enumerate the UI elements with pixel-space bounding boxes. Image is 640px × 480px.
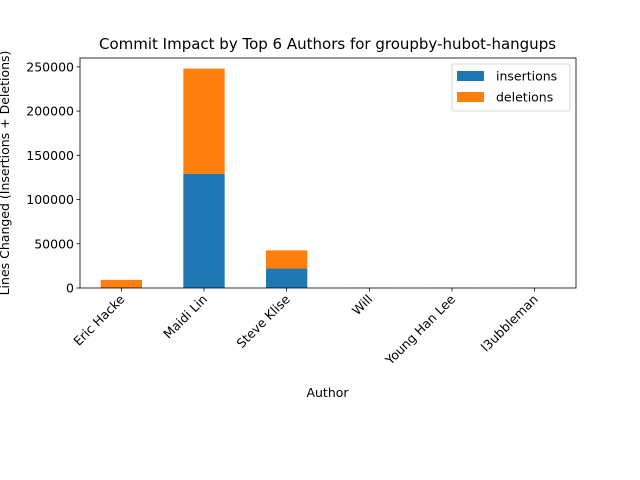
- legend-swatch-insertions: [457, 71, 484, 81]
- bar-insertions-1: [183, 173, 225, 288]
- bar-insertions-2: [266, 268, 308, 288]
- legend-swatch-deletions: [457, 92, 484, 102]
- bar-deletions-1: [183, 68, 225, 174]
- y-tick-label-3: 150000: [26, 148, 74, 163]
- y-tick-label-0: 0: [66, 281, 74, 296]
- y-tick-label-4: 200000: [26, 104, 74, 119]
- x-tick-label-0: Eric Hacke: [70, 291, 127, 348]
- y-tick-label-5: 250000: [26, 59, 74, 74]
- bar-deletions-0: [100, 279, 142, 288]
- x-tick-label-3: Will: [349, 292, 376, 319]
- legend-label-deletions: deletions: [496, 90, 553, 105]
- y-tick-label-2: 100000: [26, 192, 74, 207]
- plot-frame: [79, 57, 577, 289]
- y-axis-title: Lines Changed (Insertions + Deletions): [0, 51, 12, 296]
- chart-title: Commit Impact by Top 6 Authors for group…: [99, 35, 556, 53]
- legend: insertions deletions: [451, 63, 571, 112]
- bar-deletions-2: [266, 250, 308, 269]
- legend-label-insertions: insertions: [496, 69, 557, 84]
- x-tick-label-2: Steve Klise: [233, 291, 293, 351]
- x-tick-label-5: l3ubbleman: [478, 292, 541, 355]
- y-tick-label-1: 50000: [34, 236, 74, 251]
- x-tick-label-1: Maidi Lin: [160, 292, 210, 342]
- x-axis-title: Author: [306, 385, 349, 400]
- x-tick-label-4: Young Han Lee: [381, 291, 458, 368]
